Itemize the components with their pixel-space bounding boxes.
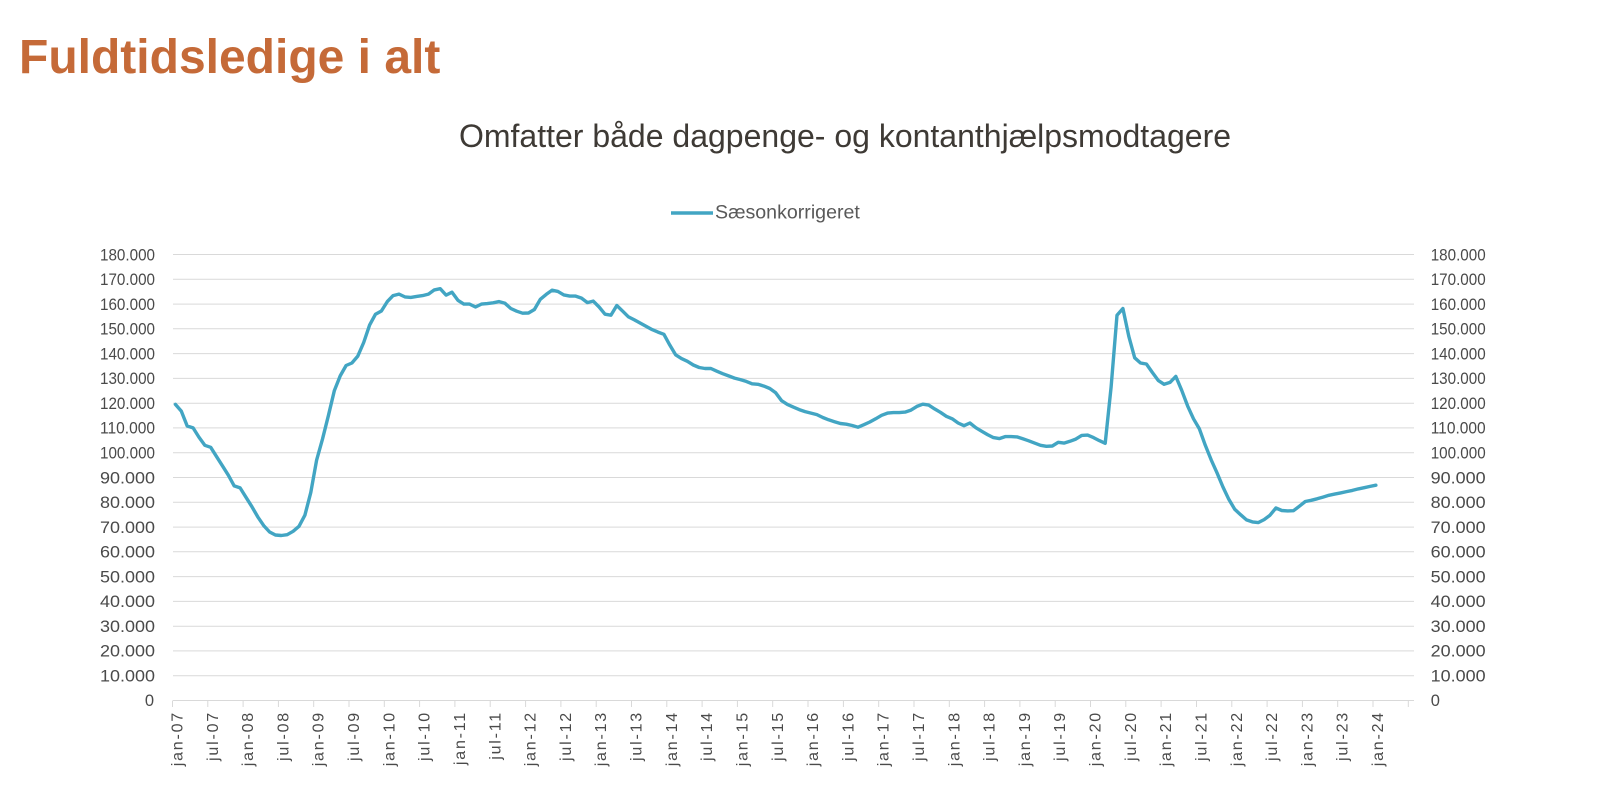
svg-text:jul-20: jul-20 bbox=[1123, 711, 1140, 762]
svg-text:140.000: 140.000 bbox=[100, 345, 155, 363]
svg-text:160.000: 160.000 bbox=[100, 296, 155, 314]
svg-text:170.000: 170.000 bbox=[100, 271, 155, 289]
svg-text:jul-13: jul-13 bbox=[629, 711, 646, 762]
svg-text:jul-12: jul-12 bbox=[558, 711, 575, 762]
svg-text:jul-08: jul-08 bbox=[275, 711, 292, 762]
svg-text:180.000: 180.000 bbox=[100, 246, 155, 264]
svg-text:Omfatter både dagpenge- og kon: Omfatter både dagpenge- og kontanthjælps… bbox=[459, 118, 1231, 154]
svg-text:Sæsonkorrigeret: Sæsonkorrigeret bbox=[715, 202, 860, 224]
svg-text:80.000: 80.000 bbox=[100, 494, 155, 512]
svg-text:70.000: 70.000 bbox=[100, 519, 155, 537]
svg-text:20.000: 20.000 bbox=[100, 643, 155, 661]
svg-text:160.000: 160.000 bbox=[1431, 296, 1486, 314]
svg-text:150.000: 150.000 bbox=[1431, 321, 1486, 339]
svg-text:jan-08: jan-08 bbox=[240, 711, 257, 767]
svg-text:jan-14: jan-14 bbox=[664, 711, 681, 767]
svg-text:170.000: 170.000 bbox=[1431, 271, 1486, 289]
svg-text:30.000: 30.000 bbox=[1431, 618, 1486, 636]
svg-text:jul-21: jul-21 bbox=[1194, 711, 1211, 762]
svg-text:jan-11: jan-11 bbox=[452, 711, 469, 766]
svg-text:120.000: 120.000 bbox=[1431, 395, 1486, 413]
svg-text:jul-14: jul-14 bbox=[699, 711, 716, 762]
svg-text:130.000: 130.000 bbox=[100, 370, 155, 388]
svg-text:jan-23: jan-23 bbox=[1299, 711, 1316, 767]
svg-text:0: 0 bbox=[145, 692, 154, 710]
svg-text:jan-21: jan-21 bbox=[1158, 711, 1175, 767]
svg-text:40.000: 40.000 bbox=[100, 593, 155, 611]
svg-text:80.000: 80.000 bbox=[1431, 494, 1486, 512]
svg-text:60.000: 60.000 bbox=[1431, 544, 1486, 562]
svg-text:110.000: 110.000 bbox=[1431, 420, 1486, 438]
svg-text:jan-12: jan-12 bbox=[523, 711, 540, 767]
svg-text:100.000: 100.000 bbox=[100, 445, 155, 463]
svg-text:jul-17: jul-17 bbox=[911, 711, 928, 762]
svg-text:jul-09: jul-09 bbox=[346, 711, 363, 762]
svg-text:150.000: 150.000 bbox=[100, 321, 155, 339]
svg-text:110.000: 110.000 bbox=[100, 420, 155, 438]
svg-text:100.000: 100.000 bbox=[1431, 445, 1486, 463]
svg-text:90.000: 90.000 bbox=[100, 469, 155, 487]
svg-text:jul-15: jul-15 bbox=[770, 711, 787, 762]
svg-text:jul-19: jul-19 bbox=[1052, 711, 1069, 762]
svg-text:70.000: 70.000 bbox=[1431, 519, 1486, 537]
svg-text:jul-10: jul-10 bbox=[417, 711, 434, 762]
svg-text:jan-18: jan-18 bbox=[946, 711, 963, 767]
svg-text:60.000: 60.000 bbox=[100, 544, 155, 562]
svg-text:50.000: 50.000 bbox=[100, 568, 155, 586]
svg-text:jul-18: jul-18 bbox=[982, 711, 999, 762]
svg-text:40.000: 40.000 bbox=[1431, 593, 1486, 611]
svg-text:jan-17: jan-17 bbox=[876, 711, 893, 767]
svg-text:jan-22: jan-22 bbox=[1229, 711, 1246, 767]
svg-text:20.000: 20.000 bbox=[1431, 643, 1486, 661]
svg-text:jan-16: jan-16 bbox=[805, 711, 822, 767]
svg-text:10.000: 10.000 bbox=[100, 668, 155, 686]
svg-text:Fuldtidsledige i alt: Fuldtidsledige i alt bbox=[19, 31, 440, 84]
svg-text:jan-09: jan-09 bbox=[311, 711, 328, 767]
svg-text:jan-20: jan-20 bbox=[1088, 711, 1105, 767]
svg-text:10.000: 10.000 bbox=[1431, 668, 1486, 686]
svg-text:50.000: 50.000 bbox=[1431, 568, 1486, 586]
svg-text:jul-11: jul-11 bbox=[487, 711, 504, 761]
svg-text:120.000: 120.000 bbox=[100, 395, 155, 413]
svg-text:jul-22: jul-22 bbox=[1264, 711, 1281, 762]
svg-text:jan-10: jan-10 bbox=[381, 711, 398, 767]
svg-text:jul-07: jul-07 bbox=[205, 711, 222, 762]
svg-text:90.000: 90.000 bbox=[1431, 469, 1486, 487]
svg-text:jan-15: jan-15 bbox=[735, 711, 752, 767]
svg-text:jul-23: jul-23 bbox=[1335, 711, 1352, 762]
svg-text:140.000: 140.000 bbox=[1431, 345, 1486, 363]
svg-text:jan-07: jan-07 bbox=[170, 711, 187, 767]
svg-text:jan-24: jan-24 bbox=[1370, 711, 1387, 767]
svg-text:130.000: 130.000 bbox=[1431, 370, 1486, 388]
svg-text:jan-19: jan-19 bbox=[1017, 711, 1034, 767]
svg-text:jul-16: jul-16 bbox=[840, 711, 857, 762]
svg-text:jan-13: jan-13 bbox=[593, 711, 610, 767]
svg-text:0: 0 bbox=[1431, 692, 1440, 710]
svg-text:30.000: 30.000 bbox=[100, 618, 155, 636]
svg-text:180.000: 180.000 bbox=[1431, 246, 1486, 264]
